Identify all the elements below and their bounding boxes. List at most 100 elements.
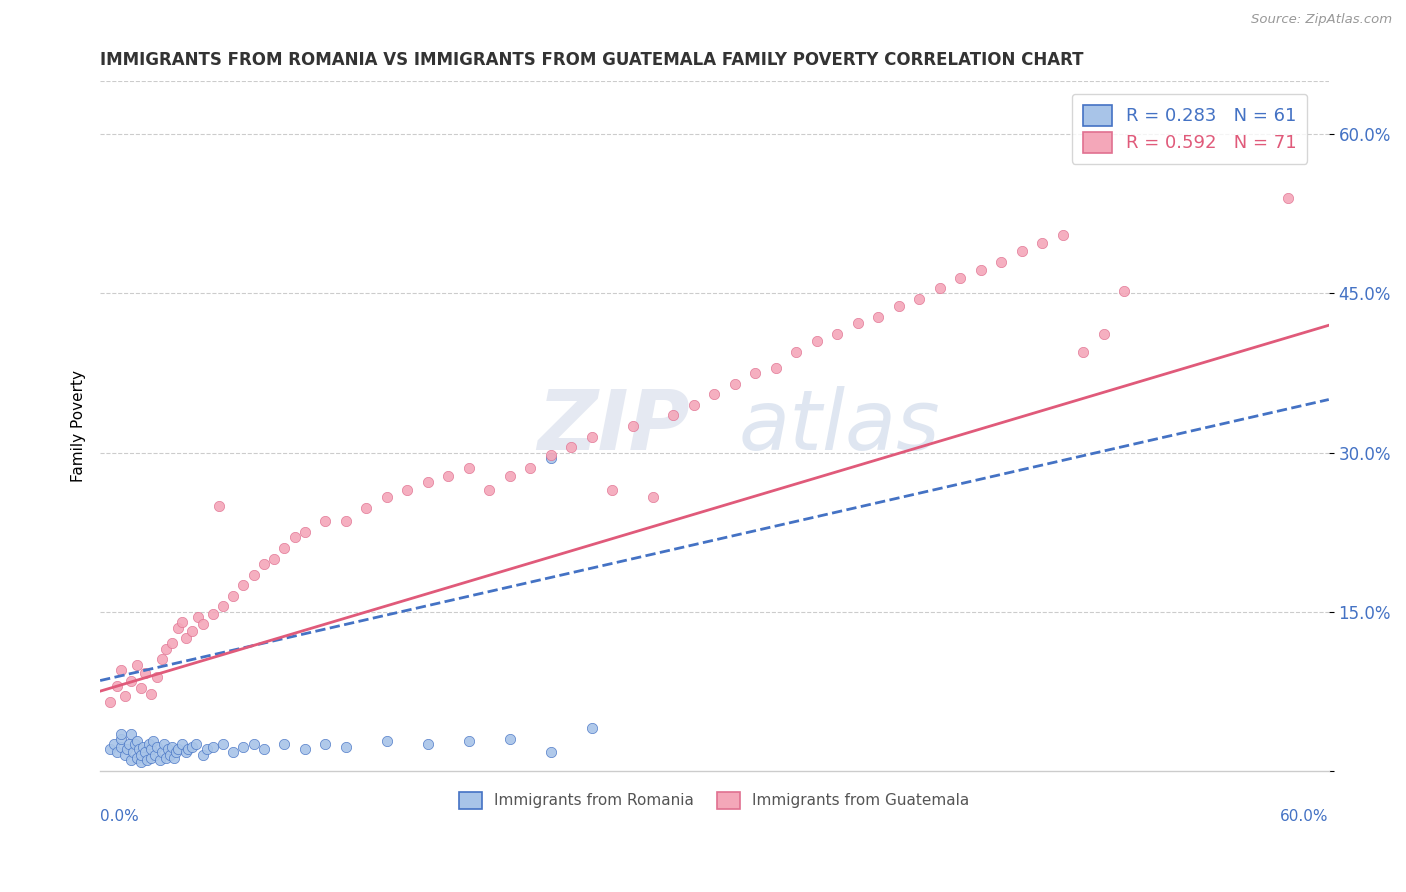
Point <box>683 398 706 412</box>
Point <box>163 751 186 765</box>
Point <box>150 652 173 666</box>
Point <box>273 541 295 555</box>
Point <box>949 270 972 285</box>
Point <box>105 679 128 693</box>
Point <box>641 490 664 504</box>
Point <box>138 737 160 751</box>
Point <box>110 726 132 740</box>
Text: atlas: atlas <box>740 385 941 467</box>
Point <box>132 740 155 755</box>
Point <box>114 690 136 704</box>
Point <box>212 599 235 614</box>
Point <box>806 334 828 348</box>
Point <box>191 617 214 632</box>
Point <box>124 737 146 751</box>
Point <box>134 745 156 759</box>
Point <box>110 740 132 755</box>
Point <box>186 737 208 751</box>
Point <box>1092 326 1115 341</box>
Point <box>187 610 209 624</box>
Point <box>181 624 204 638</box>
Point <box>1052 228 1074 243</box>
Point <box>174 745 197 759</box>
Point <box>416 737 439 751</box>
Point <box>242 567 264 582</box>
Point <box>118 737 141 751</box>
Point <box>499 468 522 483</box>
Point <box>129 756 152 770</box>
Point <box>457 734 479 748</box>
Point <box>621 419 644 434</box>
Text: 60.0%: 60.0% <box>1281 809 1329 823</box>
Point <box>785 344 807 359</box>
Point <box>136 753 159 767</box>
Point <box>141 742 163 756</box>
Point <box>1112 285 1135 299</box>
Point <box>540 448 562 462</box>
Point <box>120 673 142 688</box>
Point <box>191 747 214 762</box>
Point <box>356 500 378 515</box>
Point <box>150 745 173 759</box>
Point <box>128 742 150 756</box>
Point <box>846 316 869 330</box>
Point <box>499 731 522 746</box>
Point <box>990 254 1012 268</box>
Point <box>242 737 264 751</box>
Point <box>1071 344 1094 359</box>
Point <box>375 490 398 504</box>
Point <box>195 742 218 756</box>
Point <box>294 525 316 540</box>
Point <box>159 747 181 762</box>
Point <box>110 663 132 677</box>
Point <box>375 734 398 748</box>
Point <box>170 615 193 630</box>
Point <box>222 589 245 603</box>
Point <box>253 742 276 756</box>
Point <box>969 263 991 277</box>
Point <box>98 742 121 756</box>
Point <box>160 636 183 650</box>
Point <box>662 409 685 423</box>
Point <box>437 468 460 483</box>
Point <box>146 740 169 755</box>
Point <box>110 731 132 746</box>
Point <box>314 737 336 751</box>
Point <box>744 366 766 380</box>
Point <box>120 753 142 767</box>
Point <box>125 657 148 672</box>
Point <box>294 742 316 756</box>
Point <box>560 440 582 454</box>
Point <box>540 745 562 759</box>
Point <box>105 745 128 759</box>
Point <box>1031 235 1053 250</box>
Point <box>125 751 148 765</box>
Point <box>167 742 190 756</box>
Point <box>600 483 623 497</box>
Point <box>724 376 747 391</box>
Point <box>314 515 336 529</box>
Point <box>416 475 439 490</box>
Point <box>141 751 163 765</box>
Point <box>160 740 183 755</box>
Point <box>273 737 295 751</box>
Point <box>165 745 187 759</box>
Point <box>170 737 193 751</box>
Point <box>827 326 849 341</box>
Point <box>232 740 254 755</box>
Point <box>335 515 357 529</box>
Point <box>181 740 204 755</box>
Text: IMMIGRANTS FROM ROMANIA VS IMMIGRANTS FROM GUATEMALA FAMILY POVERTY CORRELATION : IMMIGRANTS FROM ROMANIA VS IMMIGRANTS FR… <box>100 51 1084 69</box>
Point <box>887 299 910 313</box>
Point <box>167 621 190 635</box>
Point <box>120 726 142 740</box>
Y-axis label: Family Poverty: Family Poverty <box>72 370 86 482</box>
Text: Source: ZipAtlas.com: Source: ZipAtlas.com <box>1251 13 1392 27</box>
Point <box>457 461 479 475</box>
Point <box>703 387 725 401</box>
Point <box>928 281 950 295</box>
Point <box>581 429 603 443</box>
Point <box>478 483 501 497</box>
Point <box>201 607 224 621</box>
Point <box>155 751 177 765</box>
